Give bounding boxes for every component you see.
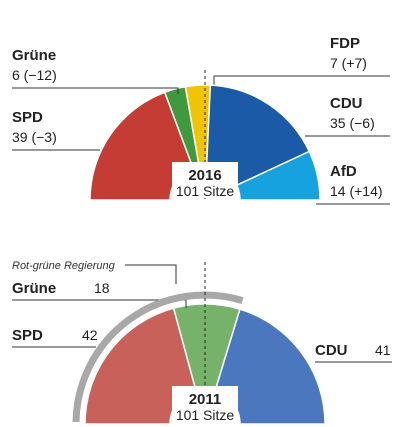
center-seats: 101 Sitze (176, 407, 235, 423)
party-name: FDP (330, 35, 360, 52)
seat-count: 14 (+14) (330, 183, 383, 199)
party-name: CDU (315, 342, 348, 359)
seat-count: 6 (−12) (12, 67, 57, 83)
leader-line (213, 75, 390, 90)
seat-count: 7 (+7) (330, 55, 367, 71)
party-name: SPD (12, 327, 43, 344)
leader-line (12, 87, 179, 94)
center-year: 2011 (189, 391, 222, 408)
leader-line (12, 299, 187, 308)
party-name: AfD (330, 163, 357, 180)
seat-count: 18 (94, 280, 110, 296)
party-name: SPD (12, 109, 43, 126)
coalition-arc (72, 291, 244, 423)
leader-line (125, 264, 177, 284)
center-label-bg (172, 386, 238, 422)
center-year: 2016 (188, 167, 221, 184)
center-seats: 101 Sitze (176, 183, 235, 199)
party-name: Grüne (12, 280, 56, 297)
seat-count: 35 (−6) (330, 115, 375, 131)
seat-count: 39 (−3) (12, 129, 57, 145)
party-name: CDU (330, 95, 363, 112)
annotation: Rot-grüne Regierung (12, 260, 116, 272)
center-label-bg (172, 162, 238, 198)
seat-count: 41 (375, 342, 391, 358)
party-name: Grüne (12, 47, 56, 64)
seat-count: 42 (82, 327, 98, 343)
